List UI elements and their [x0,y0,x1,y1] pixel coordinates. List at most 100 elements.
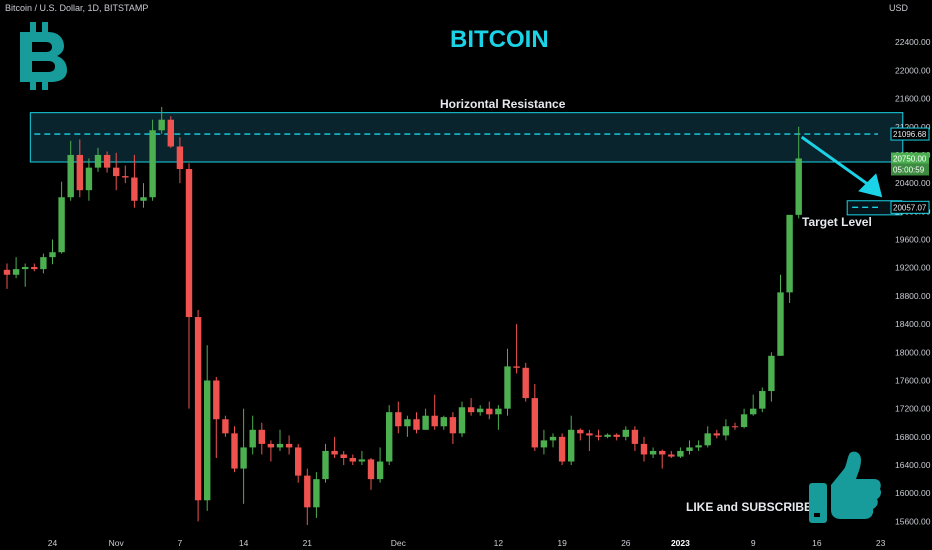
y-tick-label: 21600.00 [895,94,931,104]
candle-body [759,391,766,409]
y-tick-label: 18000.00 [895,347,931,357]
bitcoin-logo-icon [20,22,67,90]
candle-body [513,366,520,368]
arrow-shaft [800,135,874,189]
x-tick-label: 19 [557,538,567,548]
candle-body [649,450,657,455]
candle-body [777,292,784,356]
symbol-header[interactable]: Bitcoin / U.S. Dollar, 1D, BITSTAMP [5,3,149,13]
candle-body [558,436,566,462]
x-tick-label: Nov [109,538,125,548]
y-tick-label: 18400.00 [895,319,931,329]
candles-layer [3,107,802,525]
target-level-label: Target Level [802,215,872,229]
candle-body [113,167,120,177]
y-tick-label: 19200.00 [895,263,931,273]
candle-body [713,433,720,436]
candle-body [750,408,757,415]
currency-label: USD [888,3,908,13]
y-tick-label: 19600.00 [895,235,931,245]
y-tick-label: 21200.00 [895,122,931,132]
candle-body [731,426,739,428]
candle-body [295,447,302,476]
countdown-tag-box [891,163,929,176]
candle-body [185,169,193,318]
candle-body [586,433,593,436]
candle-body [668,454,675,457]
candle-body [522,367,529,399]
candle-body [204,380,211,501]
y-tick-label: 16800.00 [895,432,931,442]
x-axis[interactable]: 24 Nov 7 14 21 Dec 12 19 26 2023 9 16 23 [48,538,886,548]
candle-body [695,445,702,448]
candle-body [331,450,338,455]
y-tick-label: 18800.00 [895,291,931,301]
candle-body [631,429,639,444]
candle-body [322,450,329,480]
y-tick-label: 16000.00 [895,488,931,498]
target-price-tag: 20057.07 [893,203,927,212]
x-tick-label: Dec [391,538,407,548]
current-price-tag: 20750.00 [893,154,927,163]
candle-body [276,443,284,448]
candle-body [304,475,311,508]
resistance-zone [29,112,904,163]
candle-body [595,435,602,437]
candle-body [504,366,511,409]
candle-body [231,433,238,469]
candle-body [467,407,475,413]
countdown-tag: 05:00:59 [893,165,925,174]
y-tick-label: 15600.00 [895,516,931,526]
candle-body [358,459,366,462]
y-axis[interactable]: 22400.0022000.0021600.0021200.0020800.00… [895,37,931,526]
x-tick-label: 12 [494,538,504,548]
candle-body [12,269,20,275]
candle-body [549,436,557,441]
candle-body [386,412,393,462]
candle-body [613,434,620,437]
x-tick-label: 24 [48,538,58,548]
candle-body [740,414,748,427]
candle-body [22,267,29,270]
candle-body [722,426,730,436]
candle-body [458,407,466,434]
resistance-price-tag: 21096.68 [893,130,927,139]
candle-body [40,257,47,270]
y-tick-label: 22000.00 [895,65,931,75]
y-tick-label: 16400.00 [895,460,931,470]
candle-body [367,459,375,480]
x-tick-label: 14 [239,538,249,548]
candle-body [413,419,420,430]
candle-body [213,380,220,420]
candle-body [285,443,293,448]
candle-body [94,154,102,168]
chart-title: BITCOIN [450,26,549,53]
resistance-price-tag-box [890,127,930,141]
x-tick-label: 23 [876,538,886,548]
candle-body [140,197,147,201]
candle-body [495,408,502,415]
x-tick-label: 21 [303,538,313,548]
candle-body [167,119,174,147]
candle-body [477,408,484,413]
y-tick-label: 20400.00 [895,178,931,188]
candle-body [103,154,111,168]
candle-body [58,197,65,253]
candle-body [768,355,775,392]
candle-body [31,267,38,270]
candle-body [249,429,256,448]
candle-body [3,269,11,275]
candle-body [659,450,666,455]
candle-body [340,454,347,458]
thumbs-up-icon [809,451,881,523]
target-price-tag-box [890,200,930,214]
x-tick-label: 9 [751,538,756,548]
x-tick-label: 26 [621,538,631,548]
x-tick-label: 2023 [671,538,690,548]
candle-body [486,408,493,415]
candle-body [240,447,247,469]
y-tick-label: 22400.00 [895,37,931,47]
candle-body [686,447,693,451]
like-subscribe-label: LIKE and SUBSCRIBE [686,500,813,514]
